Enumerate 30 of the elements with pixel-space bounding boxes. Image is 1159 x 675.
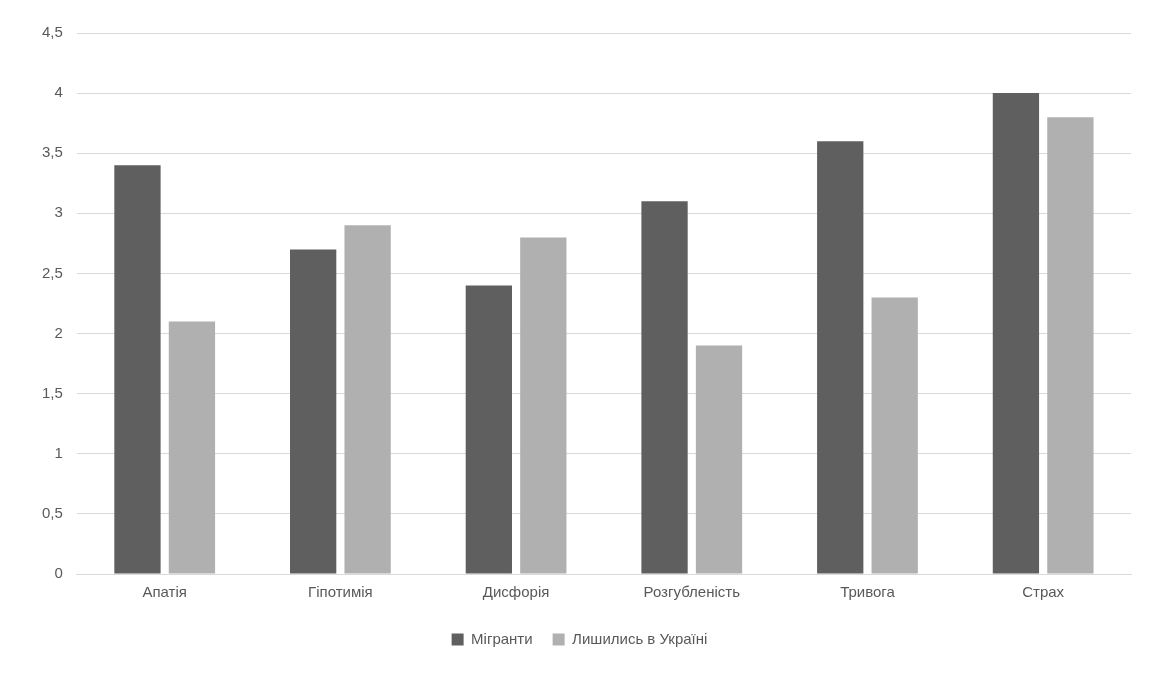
x-tick-label: Тривога (840, 583, 896, 601)
y-tick-label: 0,5 (41, 504, 63, 522)
bar (992, 93, 1040, 574)
bar (168, 321, 216, 574)
bar (290, 249, 337, 574)
bar (114, 165, 161, 574)
bar (871, 297, 918, 574)
bar (641, 201, 688, 574)
bar (520, 237, 567, 574)
bar (1047, 117, 1094, 574)
x-tick-label: Дисфорія (482, 583, 550, 601)
x-tick-label: Страх (1022, 583, 1065, 601)
y-tick-label: 1,5 (41, 383, 63, 401)
bar (344, 225, 391, 574)
bar (695, 345, 743, 574)
y-tick-label: 0 (54, 564, 63, 582)
legend-label: Мігранти (471, 629, 533, 647)
bar (465, 285, 512, 574)
x-tick-label: Гіпотимія (308, 583, 373, 601)
y-tick-label: 3,5 (41, 143, 63, 161)
x-tick-label: Розгубленість (643, 583, 741, 601)
y-tick-label: 2,5 (41, 263, 63, 281)
y-tick-label: 4,5 (41, 23, 63, 41)
y-tick-label: 3 (54, 203, 63, 221)
y-tick-label: 1 (54, 443, 63, 461)
y-tick-label: 2 (54, 323, 63, 341)
x-tick-label: Апатія (142, 583, 187, 601)
legend-label: Лишились в Україні (572, 629, 708, 647)
y-tick-label: 4 (54, 83, 63, 101)
bar (817, 141, 864, 574)
